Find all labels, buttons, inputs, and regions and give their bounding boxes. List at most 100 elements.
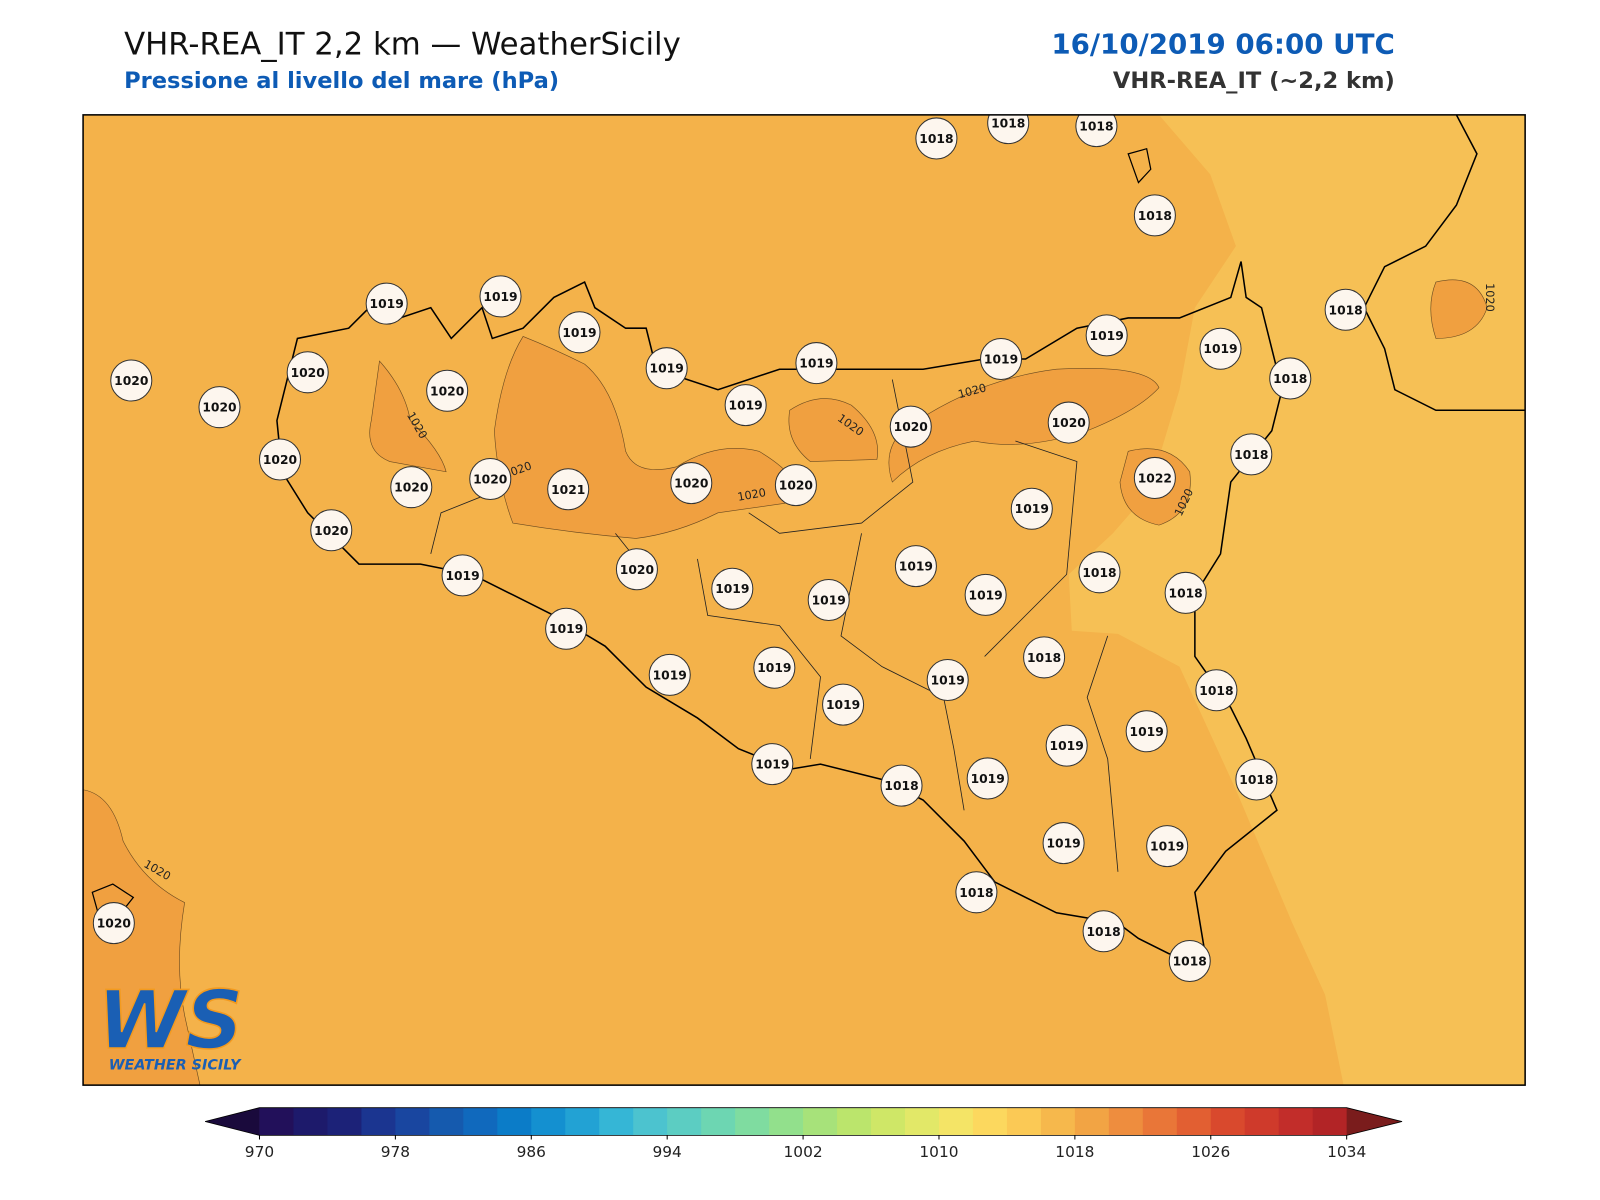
colorbar-tick-label: 1002 (784, 1143, 823, 1161)
coastline-calabria (1363, 114, 1526, 412)
model: VHR-REA_IT (~2,2 km) (1113, 68, 1395, 94)
colorbar-bin (531, 1107, 566, 1136)
station-label: 1019 (650, 362, 684, 376)
colorbar-bin (871, 1107, 906, 1136)
station-label: 1019 (1203, 342, 1237, 356)
colorbar-bin (361, 1107, 396, 1136)
colorbar-bin (463, 1107, 498, 1136)
station-marker (915, 117, 958, 160)
station: 1019 (822, 683, 865, 726)
field-low (1068, 114, 1526, 1086)
station-label: 1019 (899, 560, 933, 574)
station: 1019 (926, 658, 969, 702)
subtitle: Pressione al livello del mare (hPa) (124, 68, 559, 94)
logo: WS WEATHER SICILY (97, 973, 244, 1073)
station: 1018 (1195, 669, 1238, 712)
station-marker (880, 764, 923, 807)
station-label: 1018 (1273, 372, 1307, 386)
station-label: 1019 (562, 326, 596, 340)
station-marker (964, 573, 1007, 616)
station-marker (753, 646, 796, 689)
station: 1018 (1164, 571, 1207, 614)
station-label: 1021 (551, 483, 585, 497)
station-marker (966, 757, 1009, 800)
station-label: 1019 (1050, 739, 1084, 753)
station-marker (987, 114, 1030, 145)
station-marker (1075, 114, 1118, 148)
station-marker (648, 653, 691, 696)
station-marker (1199, 327, 1242, 370)
station-label: 1019 (969, 588, 1003, 602)
station-marker (1324, 288, 1367, 331)
station: 1019 (1010, 487, 1053, 530)
station-label: 1019 (1015, 502, 1049, 516)
station-marker (1235, 758, 1278, 801)
station-label: 1020 (779, 479, 813, 493)
station: 1019 (441, 554, 484, 597)
station-label: 1018 (1199, 684, 1233, 698)
station-marker (1078, 551, 1121, 594)
station-label: 1020 (894, 420, 928, 434)
colorbar-bin (1176, 1107, 1212, 1136)
station-marker (774, 464, 817, 507)
station-marker (670, 462, 713, 505)
station-marker (441, 554, 484, 597)
station: 1020 (92, 902, 135, 945)
colorbar-bin (395, 1107, 430, 1136)
station-marker (558, 311, 601, 354)
station: 1019 (1125, 710, 1168, 753)
colorbar-tick-label: 1034 (1327, 1143, 1366, 1161)
station-label: 1019 (1090, 329, 1124, 343)
station: 1018 (1078, 551, 1121, 594)
station: 1020 (889, 405, 932, 448)
colorbar-bin (1142, 1107, 1178, 1136)
colorbar-bin (1040, 1107, 1076, 1136)
colorbar-bin (599, 1107, 634, 1136)
station: 1018 (955, 871, 998, 914)
station-marker (479, 275, 522, 318)
colorbar-bin (497, 1107, 532, 1136)
station-label: 1019 (549, 622, 583, 636)
station: 1019 (711, 567, 754, 610)
station: 1019 (966, 757, 1009, 800)
station-marker (1146, 825, 1189, 868)
station: 1018 (1230, 433, 1273, 476)
station-marker (889, 405, 932, 448)
station-marker (1045, 724, 1088, 767)
station: 1019 (1042, 822, 1085, 865)
colorbar-bin (905, 1107, 940, 1136)
station-label: 1018 (1234, 448, 1268, 462)
station: 1018 (1133, 194, 1176, 237)
colorbar-bin (735, 1107, 770, 1136)
station-marker (795, 342, 838, 385)
province-boundaries (430, 379, 1119, 872)
station-marker (926, 658, 969, 702)
station-label: 1020 (291, 366, 325, 380)
station: 1019 (645, 347, 688, 390)
station: 1018 (915, 117, 958, 160)
field-high (369, 360, 447, 473)
station-label: 1019 (812, 594, 846, 608)
station-label: 1018 (1027, 651, 1061, 665)
station-label: 1018 (1173, 955, 1207, 969)
station-marker (1010, 487, 1053, 530)
contour-label: 1020 (736, 486, 766, 504)
island (91, 883, 135, 914)
station: 1019 (894, 545, 937, 588)
station-label: 1019 (826, 698, 860, 712)
station: 1019 (365, 282, 408, 325)
colorbar-bin (972, 1107, 1008, 1136)
station-marker (547, 468, 590, 511)
colorbar-tick-label: 970 (245, 1143, 274, 1161)
station: 1021 (547, 468, 590, 511)
colorbar-tick-label: 1026 (1191, 1143, 1230, 1161)
station-label: 1020 (620, 563, 654, 577)
station-label: 1022 (1138, 471, 1172, 485)
station-label: 1018 (959, 886, 993, 900)
station: 1020 (1047, 401, 1090, 444)
station-label: 1019 (483, 290, 517, 304)
island (1127, 147, 1152, 184)
station: 1022 (1133, 456, 1176, 499)
station: 1019 (964, 573, 1007, 616)
